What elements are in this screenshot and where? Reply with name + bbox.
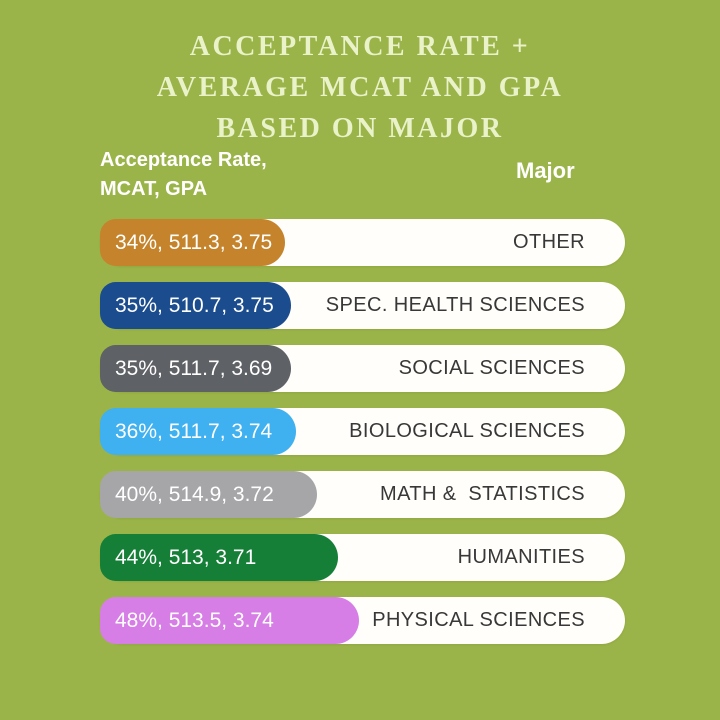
- bar-row: 48%, 513.5, 3.74 PHYSICAL SCIENCES: [100, 597, 625, 644]
- bar-row: 36%, 511.7, 3.74 BIOLOGICAL SCIENCES: [100, 408, 625, 455]
- bar-major-label: OTHER: [513, 231, 585, 253]
- chart-title-line2: AVERAGE MCAT AND GPA: [156, 72, 564, 103]
- bar-row: 44%, 513, 3.71 HUMANITIES: [100, 534, 625, 581]
- value-column-header: Acceptance Rate, MCAT, GPA: [100, 146, 267, 204]
- bar-value-label: 48%, 513.5, 3.74: [115, 608, 274, 632]
- bar-row: 35%, 510.7, 3.75 SPEC. HEALTH SCIENCES: [100, 282, 625, 329]
- bar-value-label: 34%, 511.3, 3.75: [115, 230, 273, 254]
- bar-fill: 36%, 511.7, 3.74: [100, 408, 296, 455]
- bar-major-label: PHYSICAL SCIENCES: [372, 609, 585, 631]
- bar-value-label: 36%, 511.7, 3.74: [115, 419, 273, 443]
- bar-major-label: SOCIAL SCIENCES: [398, 357, 585, 379]
- bar-major-label: BIOLOGICAL SCIENCES: [349, 420, 585, 442]
- bar-fill: 35%, 511.7, 3.69: [100, 345, 291, 392]
- bar-value-label: 40%, 514.9, 3.72: [115, 482, 274, 506]
- bar-value-label: 35%, 511.7, 3.69: [115, 356, 273, 380]
- bar-fill: 34%, 511.3, 3.75: [100, 219, 285, 266]
- value-column-header-line1: Acceptance Rate,: [100, 149, 267, 171]
- bar-fill: 35%, 510.7, 3.75: [100, 282, 291, 329]
- bar-fill: 44%, 513, 3.71: [100, 534, 338, 581]
- bar-major-label: SPEC. HEALTH SCIENCES: [325, 294, 585, 316]
- bar-fill: 48%, 513.5, 3.74: [100, 597, 359, 644]
- bar-major-label: HUMANITIES: [457, 546, 585, 568]
- major-column-header: Major: [516, 158, 575, 183]
- bar-row: 35%, 511.7, 3.69 SOCIAL SCIENCES: [100, 345, 625, 392]
- chart-title: ACCEPTANCE RATE + AVERAGE MCAT AND GPA B…: [0, 26, 720, 149]
- chart-title-line1: ACCEPTANCE RATE +: [189, 31, 531, 62]
- bar-rows: 34%, 511.3, 3.75 OTHER 35%, 510.7, 3.75 …: [100, 219, 625, 660]
- bar-row: 40%, 514.9, 3.72 MATH & STATISTICS: [100, 471, 625, 518]
- bar-fill: 40%, 514.9, 3.72: [100, 471, 317, 518]
- bar-row: 34%, 511.3, 3.75 OTHER: [100, 219, 625, 266]
- bar-value-label: 35%, 510.7, 3.75: [115, 293, 274, 317]
- bar-major-label: MATH & STATISTICS: [380, 483, 585, 505]
- chart-title-line3: BASED ON MAJOR: [216, 113, 504, 144]
- value-column-header-line2: MCAT, GPA: [100, 178, 208, 200]
- bar-value-label: 44%, 513, 3.71: [115, 545, 257, 569]
